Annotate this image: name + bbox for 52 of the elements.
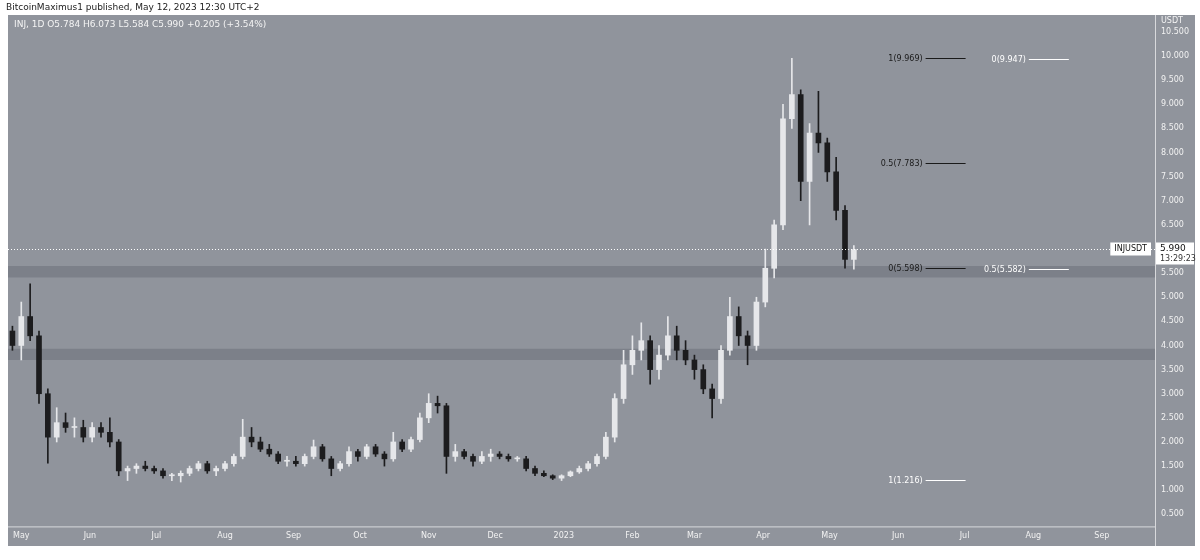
x-tick-label: Dec	[487, 531, 503, 541]
ref-line-label: 1(1.216)	[888, 475, 923, 485]
y-tick-label: 2.000	[1161, 437, 1184, 447]
y-tick-label: 8.500	[1161, 123, 1184, 133]
y-tick-label: 9.500	[1161, 75, 1184, 85]
candlestick	[487, 448, 494, 462]
x-tick-label: May	[821, 531, 839, 541]
x-tick-label: 2023	[553, 531, 574, 541]
candlestick	[169, 473, 175, 481]
x-tick-label: Jul	[958, 531, 970, 541]
y-tick-label: 2.500	[1161, 412, 1184, 422]
x-tick-label: Aug	[1025, 531, 1042, 541]
ref-line-label: 0.5(7.783)	[880, 158, 923, 168]
chart-subtitle: BitcoinMaximus1 published, May 12, 2023 12:30 UTC+2	[6, 1, 260, 12]
x-tick-label: Nov	[420, 531, 437, 541]
x-tick-label: Aug	[217, 531, 233, 541]
x-tick-label: Feb	[625, 531, 640, 541]
y-tick-label: 1.000	[1161, 485, 1184, 495]
x-tick-label: Apr	[756, 531, 771, 541]
x-tick-label: Jul	[150, 531, 162, 541]
ref-line-label: 0.5(5.582)	[983, 264, 1026, 274]
y-tick-label: 3.000	[1161, 388, 1184, 398]
ref-line-label: 5.990	[1160, 242, 1187, 253]
y-tick-label: 4.000	[1161, 340, 1184, 350]
x-tick-label: Oct	[353, 531, 367, 541]
annotation: INJUSDT	[1114, 244, 1148, 254]
y-tick-label: 9.000	[1161, 99, 1184, 109]
y-tick-label: 6.500	[1161, 219, 1184, 229]
text: INJ, 1D O5.784 H6.073 L5.584 C5.990 +0.205 (+3.54%)	[14, 19, 267, 30]
x-tick-label: Mar	[686, 531, 703, 541]
candlestick	[284, 456, 290, 467]
y-axis-title: USDT	[1161, 16, 1184, 26]
x-tick-label: Sep	[1094, 531, 1110, 541]
x-tick-label: Sep	[286, 531, 302, 541]
ref-line-label: 1(9.969)	[888, 53, 923, 63]
y-tick-label: 5.000	[1161, 292, 1184, 302]
y-tick-label: 10.000	[1161, 51, 1190, 61]
x-tick-label: May	[13, 531, 30, 541]
ref-line-label: 0(9.947)	[991, 54, 1026, 64]
text: 13:29:23	[1160, 253, 1196, 263]
y-tick-label: 8.000	[1161, 147, 1184, 157]
y-tick-label: 5.500	[1161, 268, 1184, 278]
y-tick-label: 3.500	[1161, 364, 1184, 374]
y-tick-label: 10.500	[1161, 26, 1190, 36]
x-tick-label: Jun	[82, 531, 97, 541]
y-tick-label: 7.500	[1161, 171, 1184, 181]
y-tick-label: 1.500	[1161, 461, 1184, 471]
y-tick-label: 4.500	[1161, 316, 1184, 326]
x-tick-label: Jun	[890, 531, 905, 541]
ref-line-label: 0(5.598)	[888, 263, 923, 273]
y-tick-label: 7.000	[1161, 195, 1184, 205]
y-tick-label: 0.500	[1161, 509, 1184, 519]
